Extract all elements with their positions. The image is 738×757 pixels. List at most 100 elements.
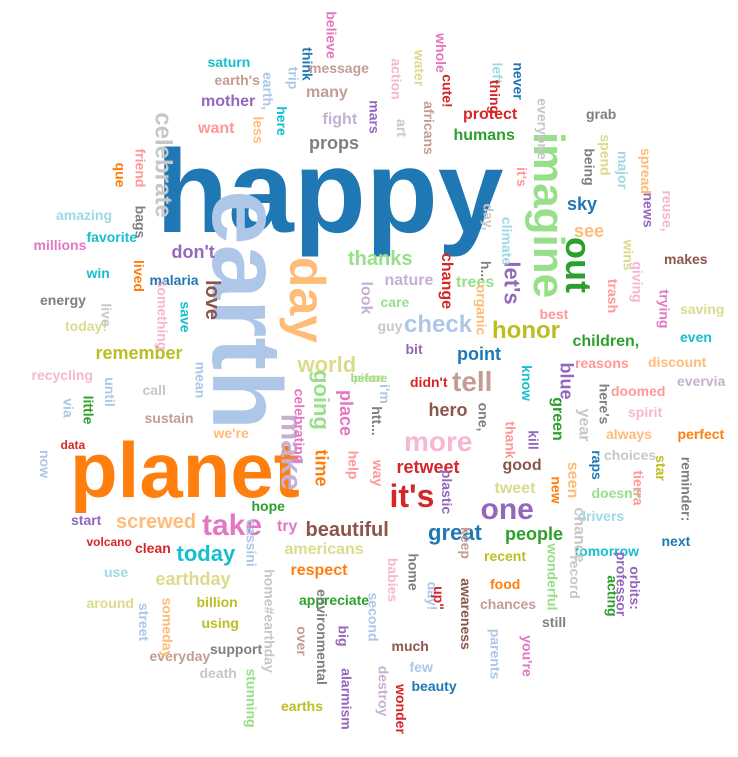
word-let-s: let's: [499, 261, 525, 305]
word-home: home: [405, 553, 422, 591]
word-tweet: tweet: [494, 480, 536, 497]
word-raps: raps: [588, 450, 605, 480]
word-less: less: [250, 116, 267, 144]
word-mean: mean: [191, 361, 208, 399]
word-honor: honor: [492, 317, 560, 344]
word-planet: planet: [70, 426, 300, 514]
word-everyone: everyone: [534, 98, 551, 160]
word-live: live: [98, 303, 115, 327]
word-mother: mother: [201, 93, 256, 110]
word-friend: friend: [131, 148, 148, 188]
word-lived: lived: [130, 260, 147, 292]
word-props: props: [309, 133, 360, 153]
word-perfect: perfect: [677, 426, 725, 442]
word-love: love: [201, 279, 224, 321]
word-food: food: [490, 576, 521, 592]
word-call: call: [142, 382, 166, 398]
word-trees: trees: [456, 274, 495, 291]
word-thank: thank: [502, 421, 519, 459]
word-retweet: retweet: [396, 457, 460, 477]
word-trash: trash: [605, 278, 622, 314]
word-know: know: [518, 365, 535, 401]
word-recent: recent: [484, 548, 527, 564]
word-millions: millions: [33, 237, 87, 253]
word-parents: parents: [486, 628, 503, 680]
word-take: take: [202, 509, 263, 542]
word-next: next: [661, 533, 691, 549]
word-earth: earth,: [260, 71, 277, 111]
word-cassini: cassini: [243, 519, 260, 567]
word-never: never: [510, 62, 527, 100]
word-think: think: [299, 47, 316, 81]
word-want: want: [198, 120, 235, 137]
word-even: even: [680, 329, 712, 345]
word-always: always: [606, 426, 652, 442]
word-second: second: [365, 592, 382, 642]
word-death: death: [199, 665, 237, 681]
word-spread: spread: [637, 148, 654, 194]
word-kill: kill: [525, 430, 542, 450]
word-something: something: [153, 279, 170, 351]
word-favorite: favorite: [86, 229, 138, 245]
word-before: before: [350, 371, 388, 385]
word-star: star: [652, 455, 669, 481]
word-environmental: environmental: [313, 589, 330, 685]
word-guy: guy: [377, 318, 403, 334]
word-happy: happy: [156, 126, 504, 258]
word-respect: respect: [290, 562, 348, 579]
word-wonderful: wonderful: [543, 543, 560, 611]
word-spirit: spirit: [628, 404, 663, 420]
word-it-s: it's: [513, 167, 530, 187]
word-tierra: tierra: [630, 470, 647, 506]
word-win: win: [86, 265, 110, 281]
word-wins: wins: [620, 239, 637, 271]
word-evervia: evervia: [677, 373, 726, 389]
word-grab: grab: [586, 106, 617, 122]
word-it-s: it's: [389, 478, 435, 514]
word-reuse: reuse,: [659, 190, 676, 232]
word-thing: thing: [487, 79, 504, 115]
word-year: year: [574, 408, 592, 442]
word-until: until: [101, 377, 118, 407]
word-destroy: destroy: [374, 665, 391, 717]
word-discount: discount: [648, 354, 707, 370]
word-major: major: [615, 150, 632, 190]
word-see: see: [574, 221, 605, 241]
word-going: going: [308, 370, 334, 430]
word-day: day: [279, 256, 336, 344]
word-stunning: stunning: [243, 668, 260, 728]
word-malaria: malaria: [149, 272, 199, 288]
word-great: great: [428, 520, 482, 545]
word-cute: cute!: [439, 74, 456, 108]
word-much: much: [391, 638, 429, 654]
word-reminder: reminder:: [677, 456, 694, 522]
word-today: today!: [65, 318, 107, 334]
word-out: out: [557, 237, 599, 293]
word-tell: tell: [452, 366, 493, 397]
word-check: check: [404, 311, 473, 338]
word-we-re: we're: [213, 425, 249, 441]
word-home-earthday: home#earthday: [261, 569, 278, 673]
word-people: people: [505, 524, 564, 544]
word-doesn-t: doesn't: [591, 485, 641, 501]
word-chances: chances: [480, 596, 537, 612]
word-water: water: [410, 49, 427, 87]
word-now: now: [37, 450, 53, 478]
word-way: way: [370, 459, 387, 487]
word-best: best: [539, 306, 569, 322]
word-new: new: [548, 476, 565, 504]
word-you-re: you're: [519, 635, 536, 677]
word-volcano: volcano: [86, 535, 132, 549]
word-today: today: [176, 541, 236, 566]
word-orbits: orbits:: [626, 566, 643, 610]
word-nature: nature: [384, 272, 434, 289]
word-recycling: recycling: [31, 367, 93, 383]
word-trying: trying: [655, 289, 672, 329]
word-don-t: don't: [171, 242, 215, 262]
word-action: action: [388, 58, 405, 100]
word-amazing: amazing: [56, 207, 113, 223]
word-help: help: [344, 450, 361, 480]
word-i-m: i'm: [376, 384, 393, 404]
